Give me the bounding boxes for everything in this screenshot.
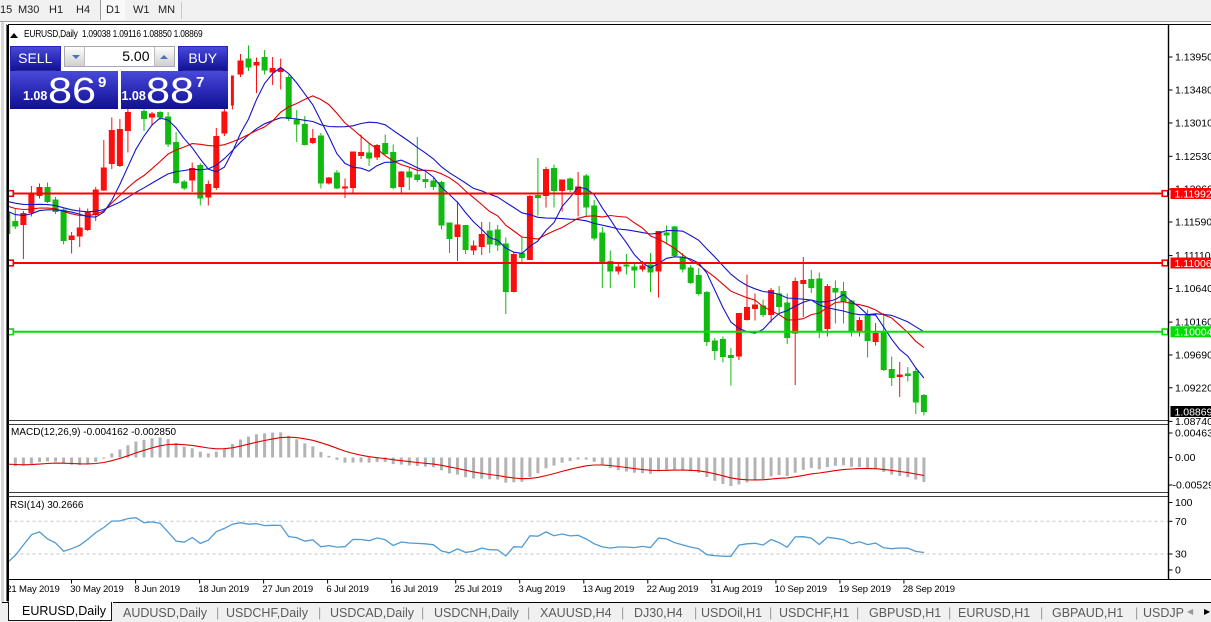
svg-text:1.10160: 1.10160 (1175, 317, 1211, 329)
svg-text:100: 100 (1175, 497, 1193, 509)
svg-text:6 Jul 2019: 6 Jul 2019 (326, 584, 368, 595)
svg-text:19 Sep 2019: 19 Sep 2019 (839, 584, 891, 595)
svg-text:13 Aug 2019: 13 Aug 2019 (583, 584, 635, 595)
svg-text:16 Jul 2019: 16 Jul 2019 (391, 584, 438, 595)
svg-text:28 Sep 2019: 28 Sep 2019 (903, 584, 955, 595)
svg-text:0: 0 (1175, 565, 1181, 577)
svg-text:8 Jun 2019: 8 Jun 2019 (134, 584, 180, 595)
svg-text:1.13010: 1.13010 (1175, 118, 1211, 130)
svg-text:1.10004: 1.10004 (1175, 327, 1211, 339)
svg-text:1.09690: 1.09690 (1175, 350, 1211, 362)
svg-text:1.08740: 1.08740 (1175, 416, 1211, 428)
svg-text:21 May 2019: 21 May 2019 (6, 584, 59, 595)
svg-text:1.11590: 1.11590 (1175, 217, 1211, 229)
svg-text:0.00463: 0.00463 (1175, 428, 1211, 440)
svg-text:1.12530: 1.12530 (1175, 151, 1211, 163)
svg-text:22 Aug 2019: 22 Aug 2019 (647, 584, 699, 595)
svg-text:10 Sep 2019: 10 Sep 2019 (775, 584, 827, 595)
svg-text:3 Aug 2019: 3 Aug 2019 (519, 584, 566, 595)
svg-text:0.00: 0.00 (1175, 452, 1196, 464)
svg-text:30 May 2019: 30 May 2019 (70, 584, 123, 595)
svg-text:27 Jun 2019: 27 Jun 2019 (262, 584, 313, 595)
svg-text:-0.005299: -0.005299 (1173, 480, 1211, 492)
svg-text:70: 70 (1175, 516, 1187, 528)
svg-text:1.11992: 1.11992 (1175, 188, 1211, 200)
svg-text:25 Jul 2019: 25 Jul 2019 (455, 584, 502, 595)
svg-text:1.09220: 1.09220 (1175, 382, 1211, 394)
svg-text:1.08869: 1.08869 (1175, 406, 1211, 418)
svg-text:18 Jun 2019: 18 Jun 2019 (198, 584, 249, 595)
svg-text:30: 30 (1175, 549, 1187, 561)
svg-text:31 Aug 2019: 31 Aug 2019 (711, 584, 763, 595)
svg-text:1.10640: 1.10640 (1175, 283, 1211, 295)
svg-text:1.13950: 1.13950 (1175, 52, 1211, 64)
svg-text:1.13480: 1.13480 (1175, 85, 1211, 97)
svg-text:1.11006: 1.11006 (1175, 258, 1211, 270)
